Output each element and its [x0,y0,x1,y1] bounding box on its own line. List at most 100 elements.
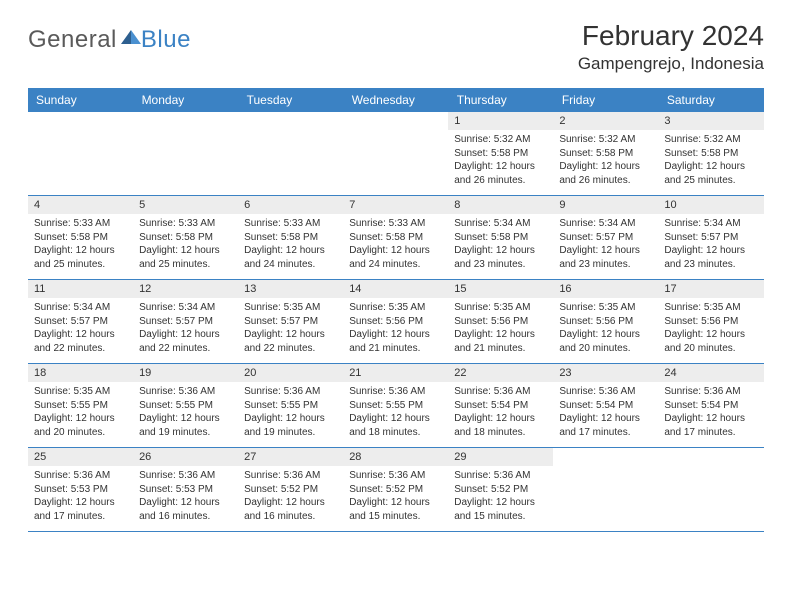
daylight-line: Daylight: 12 hours and 24 minutes. [244,244,337,271]
day-content-empty [553,466,658,524]
sunset-line: Sunset: 5:55 PM [244,399,337,413]
sunrise-line: Sunrise: 5:35 AM [664,301,757,315]
daylight-line: Daylight: 12 hours and 22 minutes. [34,328,127,355]
daylight-line: Daylight: 12 hours and 25 minutes. [664,160,757,187]
day-number-empty [553,448,658,466]
week-row: 25Sunrise: 5:36 AMSunset: 5:53 PMDayligh… [28,448,764,532]
day-cell: 6Sunrise: 5:33 AMSunset: 5:58 PMDaylight… [238,196,343,280]
sunset-line: Sunset: 5:58 PM [139,231,232,245]
sunset-line: Sunset: 5:54 PM [454,399,547,413]
sunrise-line: Sunrise: 5:36 AM [454,469,547,483]
day-number: 11 [28,280,133,298]
day-content: Sunrise: 5:34 AMSunset: 5:57 PMDaylight:… [28,298,133,363]
sunrise-line: Sunrise: 5:36 AM [559,385,652,399]
sunrise-line: Sunrise: 5:32 AM [664,133,757,147]
sunrise-line: Sunrise: 5:35 AM [349,301,442,315]
daylight-line: Daylight: 12 hours and 17 minutes. [559,412,652,439]
day-content: Sunrise: 5:35 AMSunset: 5:57 PMDaylight:… [238,298,343,363]
day-number: 3 [658,112,763,130]
sunrise-line: Sunrise: 5:34 AM [454,217,547,231]
page-header: General Blue February 2024 Gampengrejo, … [28,20,764,74]
day-cell: 8Sunrise: 5:34 AMSunset: 5:58 PMDaylight… [448,196,553,280]
day-content: Sunrise: 5:33 AMSunset: 5:58 PMDaylight:… [343,214,448,279]
day-content: Sunrise: 5:36 AMSunset: 5:54 PMDaylight:… [658,382,763,447]
day-header-tuesday: Tuesday [238,88,343,112]
sunset-line: Sunset: 5:57 PM [664,231,757,245]
logo-triangle-icon [121,28,141,44]
sunrise-line: Sunrise: 5:33 AM [244,217,337,231]
day-cell [658,448,763,532]
day-number: 23 [553,364,658,382]
daylight-line: Daylight: 12 hours and 16 minutes. [139,496,232,523]
day-number: 5 [133,196,238,214]
calendar-body: 1Sunrise: 5:32 AMSunset: 5:58 PMDaylight… [28,112,764,532]
day-cell: 11Sunrise: 5:34 AMSunset: 5:57 PMDayligh… [28,280,133,364]
daylight-line: Daylight: 12 hours and 20 minutes. [34,412,127,439]
day-cell: 14Sunrise: 5:35 AMSunset: 5:56 PMDayligh… [343,280,448,364]
daylight-line: Daylight: 12 hours and 18 minutes. [349,412,442,439]
calendar-table: Sunday Monday Tuesday Wednesday Thursday… [28,88,764,532]
day-cell: 3Sunrise: 5:32 AMSunset: 5:58 PMDaylight… [658,112,763,196]
week-row: 4Sunrise: 5:33 AMSunset: 5:58 PMDaylight… [28,196,764,280]
day-cell: 23Sunrise: 5:36 AMSunset: 5:54 PMDayligh… [553,364,658,448]
day-cell: 12Sunrise: 5:34 AMSunset: 5:57 PMDayligh… [133,280,238,364]
sunset-line: Sunset: 5:54 PM [664,399,757,413]
day-number: 8 [448,196,553,214]
sunset-line: Sunset: 5:58 PM [349,231,442,245]
title-block: February 2024 Gampengrejo, Indonesia [578,20,764,74]
sunset-line: Sunset: 5:56 PM [664,315,757,329]
day-header-monday: Monday [133,88,238,112]
day-number: 29 [448,448,553,466]
day-content: Sunrise: 5:33 AMSunset: 5:58 PMDaylight:… [28,214,133,279]
day-header-saturday: Saturday [658,88,763,112]
day-content: Sunrise: 5:36 AMSunset: 5:53 PMDaylight:… [28,466,133,531]
day-content: Sunrise: 5:34 AMSunset: 5:57 PMDaylight:… [553,214,658,279]
day-cell: 4Sunrise: 5:33 AMSunset: 5:58 PMDaylight… [28,196,133,280]
day-content: Sunrise: 5:34 AMSunset: 5:57 PMDaylight:… [658,214,763,279]
day-content: Sunrise: 5:36 AMSunset: 5:52 PMDaylight:… [343,466,448,531]
day-content: Sunrise: 5:35 AMSunset: 5:56 PMDaylight:… [343,298,448,363]
day-header-wednesday: Wednesday [343,88,448,112]
sunset-line: Sunset: 5:56 PM [454,315,547,329]
daylight-line: Daylight: 12 hours and 15 minutes. [349,496,442,523]
day-cell: 16Sunrise: 5:35 AMSunset: 5:56 PMDayligh… [553,280,658,364]
day-header-friday: Friday [553,88,658,112]
day-cell: 7Sunrise: 5:33 AMSunset: 5:58 PMDaylight… [343,196,448,280]
day-number: 12 [133,280,238,298]
logo-text-general: General [28,26,117,54]
daylight-line: Daylight: 12 hours and 17 minutes. [664,412,757,439]
day-content: Sunrise: 5:35 AMSunset: 5:56 PMDaylight:… [658,298,763,363]
day-cell: 18Sunrise: 5:35 AMSunset: 5:55 PMDayligh… [28,364,133,448]
day-number: 14 [343,280,448,298]
daylight-line: Daylight: 12 hours and 16 minutes. [244,496,337,523]
day-content: Sunrise: 5:34 AMSunset: 5:57 PMDaylight:… [133,298,238,363]
day-content-empty [658,466,763,524]
sunset-line: Sunset: 5:55 PM [139,399,232,413]
day-cell: 24Sunrise: 5:36 AMSunset: 5:54 PMDayligh… [658,364,763,448]
day-cell [238,112,343,196]
day-number-empty [28,112,133,130]
sunrise-line: Sunrise: 5:36 AM [454,385,547,399]
daylight-line: Daylight: 12 hours and 23 minutes. [454,244,547,271]
daylight-line: Daylight: 12 hours and 25 minutes. [34,244,127,271]
daylight-line: Daylight: 12 hours and 15 minutes. [454,496,547,523]
day-header-sunday: Sunday [28,88,133,112]
daylight-line: Daylight: 12 hours and 19 minutes. [244,412,337,439]
day-content: Sunrise: 5:32 AMSunset: 5:58 PMDaylight:… [658,130,763,195]
day-cell [553,448,658,532]
day-content: Sunrise: 5:36 AMSunset: 5:52 PMDaylight:… [448,466,553,531]
day-number: 2 [553,112,658,130]
day-number-empty [133,112,238,130]
daylight-line: Daylight: 12 hours and 25 minutes. [139,244,232,271]
sunset-line: Sunset: 5:55 PM [34,399,127,413]
sunset-line: Sunset: 5:53 PM [139,483,232,497]
sunset-line: Sunset: 5:58 PM [664,147,757,161]
week-row: 1Sunrise: 5:32 AMSunset: 5:58 PMDaylight… [28,112,764,196]
day-number: 10 [658,196,763,214]
day-number: 20 [238,364,343,382]
sunrise-line: Sunrise: 5:34 AM [559,217,652,231]
day-number: 21 [343,364,448,382]
sunrise-line: Sunrise: 5:34 AM [139,301,232,315]
day-content-empty [28,130,133,188]
day-cell: 22Sunrise: 5:36 AMSunset: 5:54 PMDayligh… [448,364,553,448]
